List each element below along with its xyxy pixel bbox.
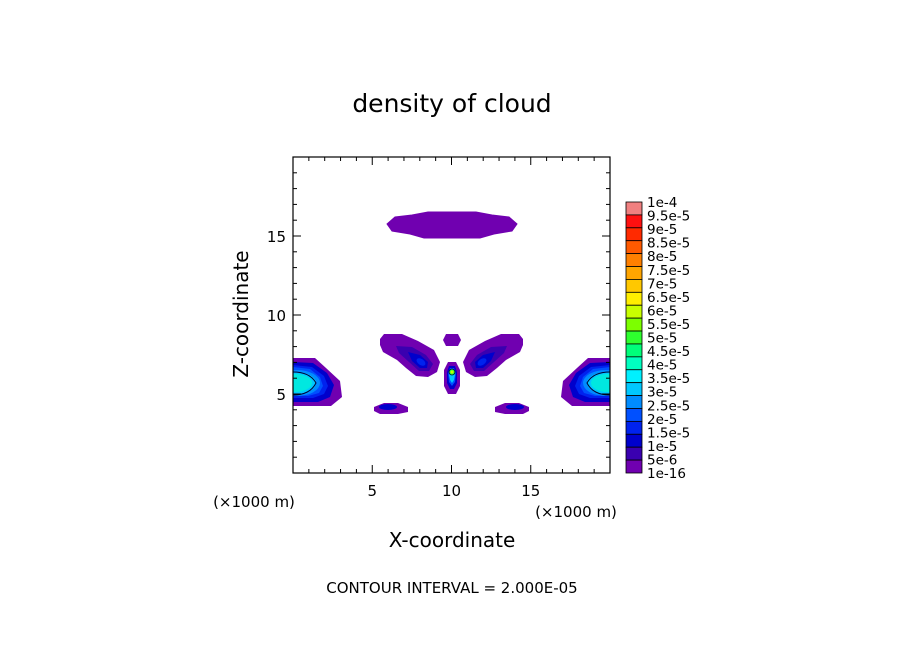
plot-content xyxy=(293,211,610,414)
center-core xyxy=(444,362,460,394)
colorbar-label: 7e-5 xyxy=(647,276,677,292)
chart-title: density of cloud xyxy=(352,89,551,118)
colorbar-swatch xyxy=(625,201,643,216)
colorbar-label: 5e-5 xyxy=(647,331,677,347)
colorbar-swatch xyxy=(625,317,643,332)
x-tick-label: 5 xyxy=(367,482,377,500)
right-diagonal-cloud xyxy=(463,334,523,377)
colorbar-label: 5.5e-5 xyxy=(647,317,690,333)
colorbar-swatch xyxy=(625,382,643,396)
colorbar-swatch xyxy=(625,395,643,409)
colorbar-label: 1e-16 xyxy=(647,466,686,482)
colorbar-label: 9.5e-5 xyxy=(647,209,690,225)
colorbar-label: 1e-4 xyxy=(647,195,677,211)
left-diagonal-cloud-contour-4 xyxy=(416,358,426,366)
upper-cloud-band xyxy=(386,211,518,239)
colorbar-swatch xyxy=(625,214,643,229)
colorbar-label: 1e-5 xyxy=(647,439,677,455)
colorbar-swatch xyxy=(625,266,643,280)
colorbar-swatch xyxy=(625,408,643,422)
y-axis-label: Z-coordinate xyxy=(229,250,253,377)
colorbar-label: 2.5e-5 xyxy=(647,398,690,414)
colorbar-swatch xyxy=(625,433,643,448)
colorbar-label: 7.5e-5 xyxy=(647,263,690,279)
plot-frame xyxy=(292,156,611,474)
lower-left-cloud xyxy=(374,403,408,414)
left-edge-cloud-contour-line xyxy=(293,371,317,396)
colorbar-label: 3.5e-5 xyxy=(647,371,690,387)
left-edge-cloud-contour-7 xyxy=(293,374,312,392)
colorbar-swatch xyxy=(625,356,643,371)
tick-labels: 5 10 15 5 10 15 xyxy=(267,228,540,500)
colorbar-label: 6e-5 xyxy=(647,303,677,319)
colorbar-label: 8.5e-5 xyxy=(647,236,690,252)
right-edge-cloud xyxy=(561,358,610,406)
colorbar-swatch xyxy=(625,240,643,255)
colorbar-swatch xyxy=(625,343,643,358)
colorbar-label: 4.5e-5 xyxy=(647,344,690,360)
colorbar-swatch xyxy=(625,420,643,435)
colorbar-swatch xyxy=(625,446,643,461)
contour-interval-footer: CONTOUR INTERVAL = 2.000E-05 xyxy=(326,579,577,597)
y-tick-label: 10 xyxy=(267,307,286,325)
center-core-contour-6 xyxy=(450,370,454,374)
axis-ticks xyxy=(293,157,610,473)
left-diagonal-cloud xyxy=(380,334,440,377)
colorbar-swatch xyxy=(625,291,643,306)
colorbar-labels: 1e-49.5e-59e-58.5e-58e-57.5e-57e-56.5e-5… xyxy=(647,195,690,482)
x-unit-label-right: (×1000 m) xyxy=(535,503,617,521)
left-edge-cloud xyxy=(293,358,342,406)
x-tick-label: 10 xyxy=(442,482,461,500)
colorbar-swatch xyxy=(625,279,643,293)
right-diagonal-cloud-contour-4 xyxy=(477,358,487,366)
colorbar-label: 3e-5 xyxy=(647,385,677,401)
colorbar-swatch xyxy=(625,227,643,242)
colorbar-label: 1.5e-5 xyxy=(647,425,690,441)
y-tick-label: 15 xyxy=(267,228,286,246)
x-tick-label: 15 xyxy=(521,482,540,500)
right-edge-cloud-contour-7 xyxy=(591,374,610,392)
colorbar-label: 4e-5 xyxy=(647,358,677,374)
x-unit-label-left: (×1000 m) xyxy=(213,493,295,511)
colorbar-label: 2e-5 xyxy=(647,412,677,428)
colorbar-swatch xyxy=(625,253,643,267)
colorbar-swatch xyxy=(625,459,643,474)
lower-left-cloud-contour-2 xyxy=(379,404,397,410)
colorbar-label: 9e-5 xyxy=(647,222,677,238)
center-small-cloud xyxy=(443,334,461,346)
upper-cloud-band-contour-outer xyxy=(386,211,518,239)
colorbar-swatch xyxy=(625,304,643,319)
colorbar-swatch xyxy=(625,369,643,384)
y-tick-label: 5 xyxy=(276,386,286,404)
right-edge-cloud-contour-line xyxy=(586,371,610,396)
colorbar-swatch xyxy=(625,330,643,345)
colorbar-label: 5e-6 xyxy=(647,452,677,468)
lower-right-cloud xyxy=(495,403,529,414)
colorbar-label: 6.5e-5 xyxy=(647,290,690,306)
colorbar-label: 8e-5 xyxy=(647,249,677,265)
colorbar xyxy=(625,201,643,474)
lower-right-cloud-contour-2 xyxy=(506,404,524,410)
x-axis-label: X-coordinate xyxy=(389,528,516,552)
